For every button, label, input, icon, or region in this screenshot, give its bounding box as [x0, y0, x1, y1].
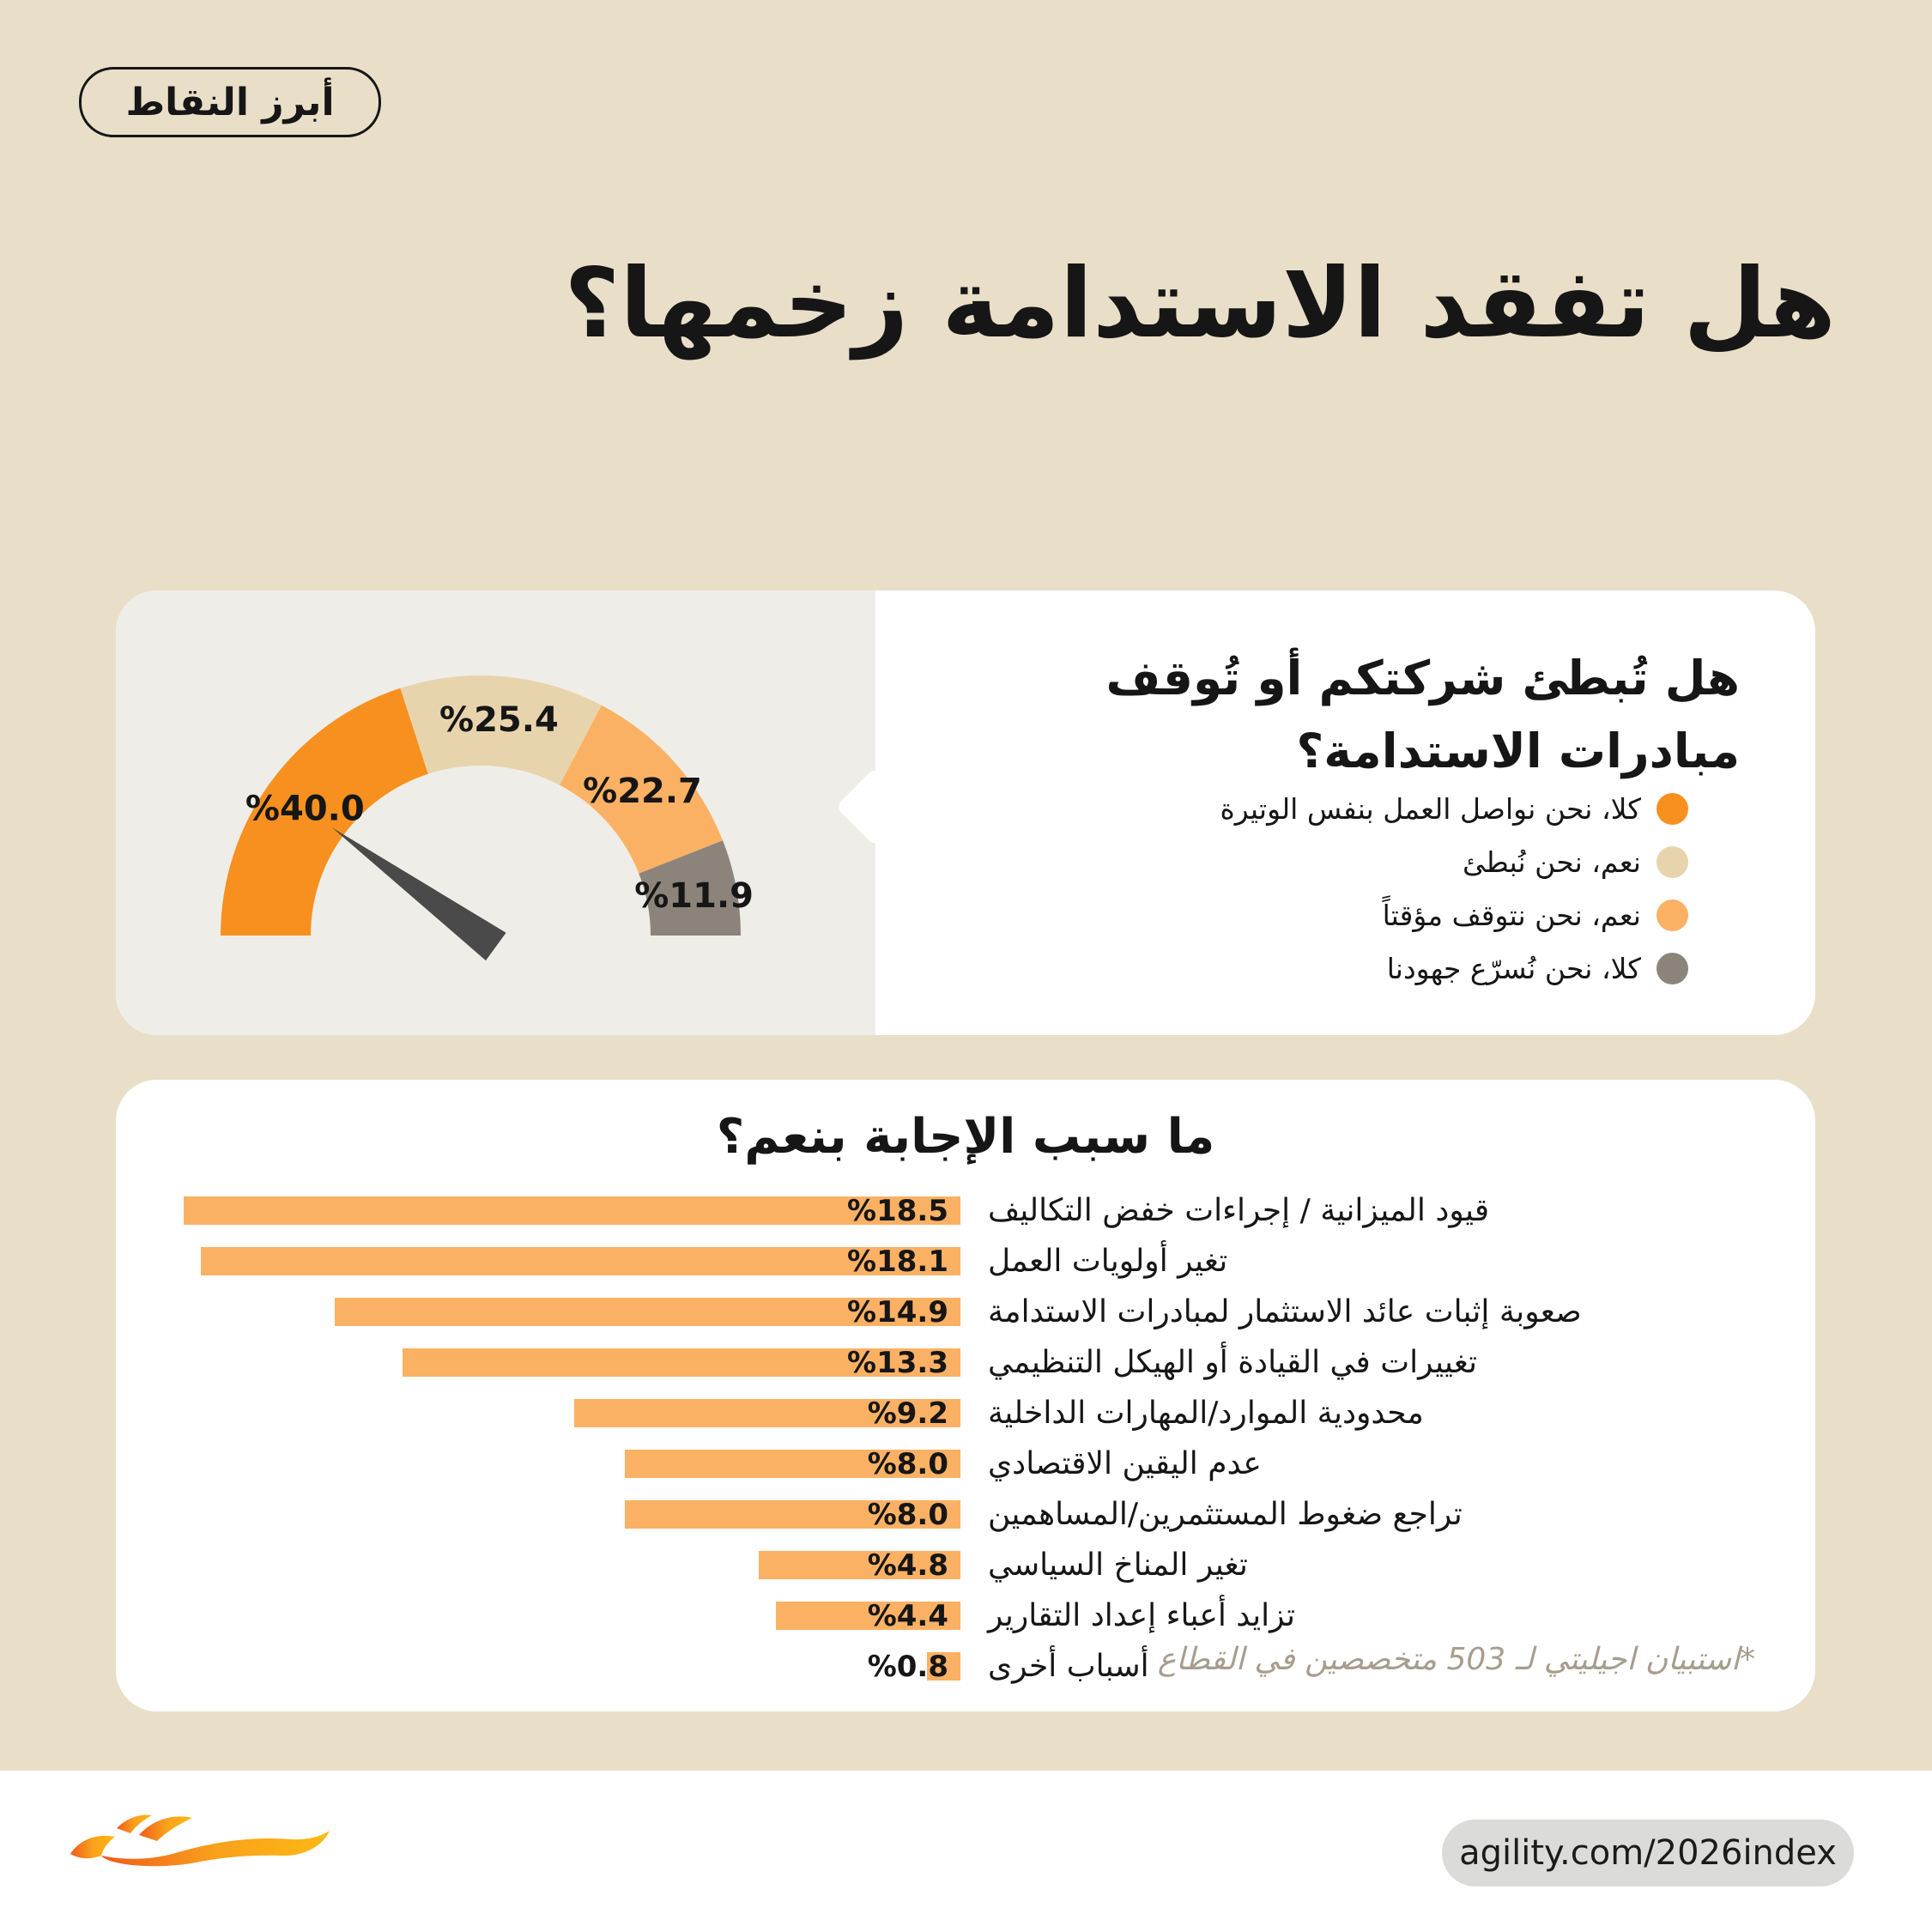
bar-fill — [625, 1500, 960, 1529]
bar-row: %13.3 تغييرات في القيادة أو الهيكل التنظي… — [116, 1345, 1815, 1380]
bar-track: %9.2 — [116, 1396, 960, 1431]
bar-fill — [335, 1298, 960, 1326]
bar-fill — [776, 1602, 960, 1630]
bar-value: %0.8 — [867, 1650, 948, 1684]
gauge-segment — [560, 705, 724, 874]
legend-item-label: نعم، نحن نتوقف مؤقتاً — [1382, 899, 1641, 932]
bar-track: %13.3 — [116, 1346, 960, 1380]
bar-chart: %18.5 قيود الميزانية / إجراءات خفض التكال… — [116, 1193, 1815, 1703]
bar-fill — [759, 1551, 960, 1579]
legend-item: كلا، نحن نواصل العمل بنفس الوتيرة — [1220, 792, 1688, 826]
bar-label: عدم اليقين الاقتصادي — [988, 1446, 1262, 1481]
survey-footnote: *استبيان اجيليتي لـ 503 متخصصين في القطا… — [1157, 1642, 1755, 1677]
bar-row: %4.4 تزايد أعباء إعداد التقارير — [116, 1598, 1815, 1633]
gauge-segment-value: %22.7 — [583, 772, 702, 811]
legend-item: كلا، نحن نُسرّع جهودنا — [1220, 952, 1688, 985]
bar-row: %0.8 أسباب أخرى — [116, 1649, 1815, 1684]
bar-track: %0.8 — [116, 1652, 960, 1681]
bar-value: %4.8 — [867, 1548, 948, 1583]
legend-color-dot — [1656, 899, 1688, 931]
bar-value: %13.3 — [847, 1346, 948, 1380]
bar-label: محدودية الموارد/المهارات الداخلية — [988, 1396, 1424, 1431]
bar-track: %18.1 — [116, 1245, 960, 1279]
legend-item: نعم، نحن نتوقف مؤقتاً — [1220, 899, 1688, 932]
gauge-needle — [331, 827, 506, 961]
bar-value: %4.4 — [867, 1599, 948, 1633]
legend-color-dot — [1656, 793, 1688, 825]
reasons-card: ما سبب الإجابة بنعم؟ %18.5 قيود الميزانية… — [116, 1080, 1815, 1711]
gauge-card: %40.0 %25.4 %22.7 %11.9 هل تُبطئ شركتكم أو … — [116, 591, 1815, 1035]
bar-track: %4.8 — [116, 1548, 960, 1583]
bar-label: تغير أولويات العمل — [988, 1244, 1228, 1279]
bar-track: %14.9 — [116, 1295, 960, 1329]
bar-fill — [403, 1348, 960, 1377]
bar-label: تغير المناخ السياسي — [988, 1547, 1248, 1583]
legend-color-dot — [1656, 846, 1688, 878]
bar-track: %8.0 — [116, 1500, 960, 1529]
bar-value: %18.5 — [847, 1194, 948, 1228]
bar-value: %9.2 — [867, 1396, 948, 1431]
legend-item-label: نعم، نحن نُبطئ — [1462, 845, 1641, 879]
website-url: agility.com/2026index — [1459, 1833, 1837, 1873]
bar-fill — [927, 1652, 960, 1681]
gauge-segment-value: %40.0 — [245, 789, 365, 828]
bar-row: %4.8 تغير المناخ السياسي — [116, 1547, 1815, 1583]
bar-track: %18.5 — [116, 1194, 960, 1228]
bar-value: %8.0 — [867, 1498, 948, 1532]
gauge-question-line1: هل تُبطئ شركتكم أو تُوقف — [1105, 651, 1740, 706]
bar-row: %14.9 صعوبة إثبات عائد الاستثمار لمبادرات… — [116, 1294, 1815, 1329]
bar-fill — [201, 1247, 960, 1275]
highlights-badge-label: أبرز النقاط — [125, 80, 335, 124]
bar-track: %4.4 — [116, 1599, 960, 1633]
bar-fill — [625, 1450, 960, 1478]
highlights-badge: أبرز النقاط — [79, 67, 381, 137]
bar-label: تزايد أعباء إعداد التقارير — [988, 1598, 1296, 1633]
page-title: هل تفقد الاستدامة زخمها؟ — [564, 248, 1836, 360]
bar-track: %8.0 — [116, 1447, 960, 1481]
reasons-title: ما سبب الإجابة بنعم؟ — [716, 1109, 1215, 1165]
website-url-pill[interactable]: agility.com/2026index — [1442, 1820, 1854, 1887]
bar-value: %14.9 — [847, 1295, 948, 1329]
bar-row: %9.2 محدودية الموارد/المهارات الداخلية — [116, 1396, 1815, 1431]
bar-label: تراجع ضغوط المستثمرين/المساهمين — [988, 1497, 1463, 1532]
gauge-segment — [400, 675, 602, 785]
bar-fill — [574, 1399, 960, 1427]
phoenix-flame-logo — [70, 1814, 330, 1867]
gauge-panel: %40.0 %25.4 %22.7 %11.9 — [116, 591, 875, 1035]
legend-color-dot — [1656, 953, 1688, 984]
gauge-chart: %40.0 %25.4 %22.7 %11.9 — [221, 675, 754, 961]
bar-label: قيود الميزانية / إجراءات خفض التكاليف — [988, 1193, 1490, 1228]
gauge-question: هل تُبطئ شركتكم أو تُوقف مبادرات الاستدا… — [1106, 642, 1740, 789]
gauge-segment — [639, 840, 741, 936]
bar-label: صعوبة إثبات عائد الاستثمار لمبادرات الاس… — [988, 1294, 1582, 1329]
bar-row: %8.0 عدم اليقين الاقتصادي — [116, 1446, 1815, 1481]
bar-row: %18.5 قيود الميزانية / إجراءات خفض التكال… — [116, 1193, 1815, 1228]
gauge-question-line2: مبادرات الاستدامة؟ — [1296, 724, 1740, 779]
bar-value: %18.1 — [847, 1245, 948, 1279]
gauge-segment-value: %25.4 — [439, 700, 559, 740]
gauge-legend: كلا، نحن نواصل العمل بنفس الوتيرة نعم، نح… — [1220, 792, 1688, 985]
legend-item-label: كلا، نحن نواصل العمل بنفس الوتيرة — [1220, 792, 1641, 826]
gauge-segment — [221, 687, 428, 936]
bar-row: %18.1 تغير أولويات العمل — [116, 1244, 1815, 1279]
bar-fill — [184, 1196, 960, 1225]
bar-row: %8.0 تراجع ضغوط المستثمرين/المساهمين — [116, 1497, 1815, 1532]
bar-label: تغييرات في القيادة أو الهيكل التنظيمي — [988, 1345, 1478, 1380]
bar-value: %8.0 — [867, 1447, 948, 1481]
bar-label: أسباب أخرى — [988, 1649, 1149, 1684]
legend-item-label: كلا، نحن نُسرّع جهودنا — [1386, 952, 1641, 985]
gauge-segment-value: %11.9 — [634, 876, 754, 916]
legend-item: نعم، نحن نُبطئ — [1220, 845, 1688, 879]
